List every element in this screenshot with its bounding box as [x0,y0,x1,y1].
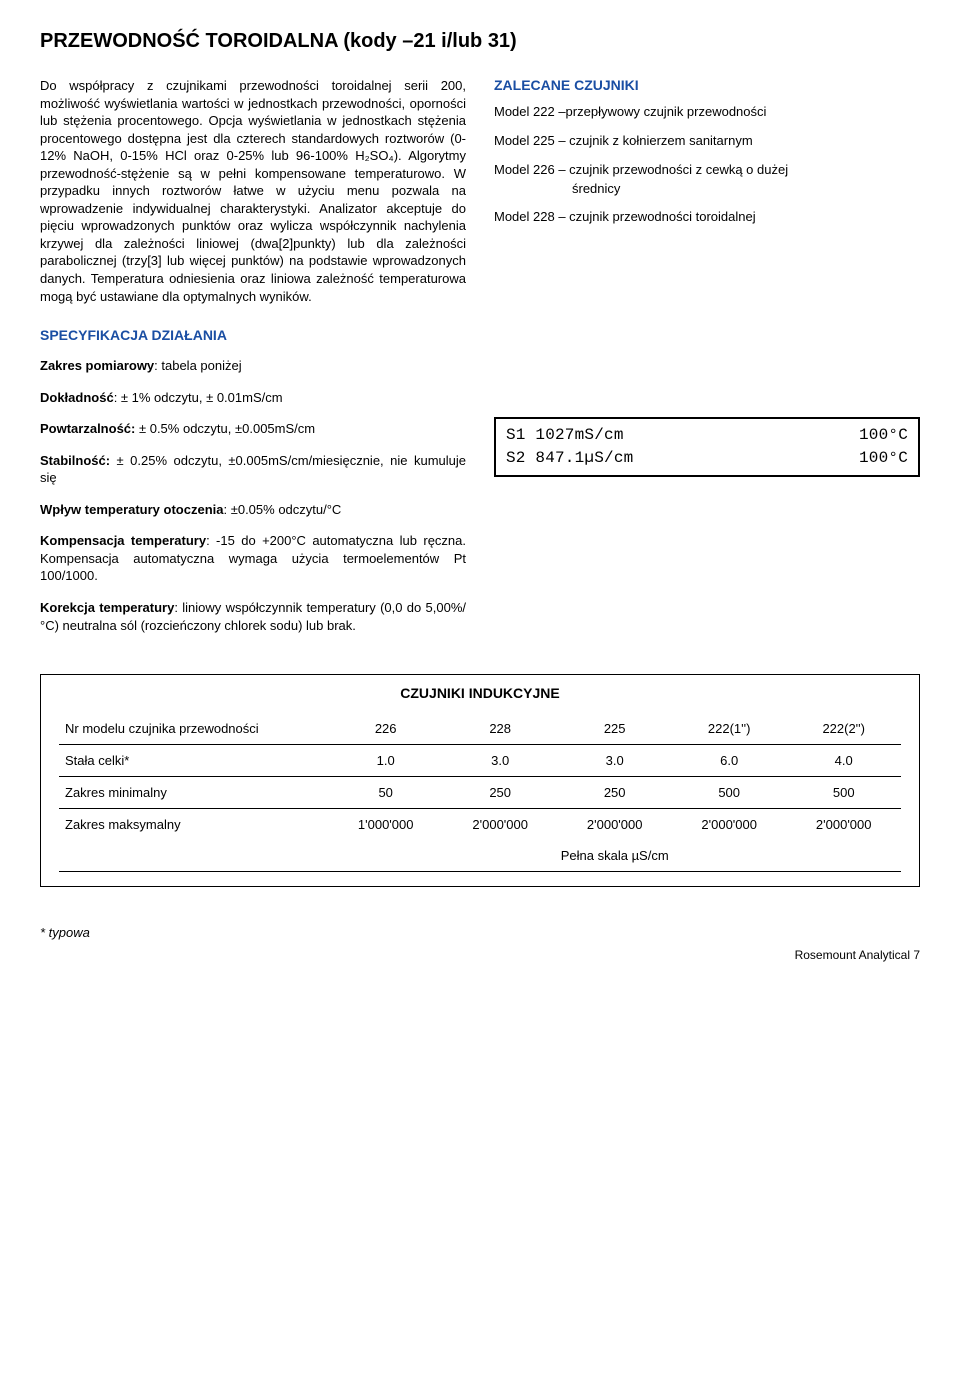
table-row: Nr modelu czujnika przewodności 226 228 … [59,713,901,745]
right-column: ZALECANE CZUJNIKI Model 222 –przepływowy… [494,77,920,648]
spec-comp: Kompensacja temperatury: -15 do +200°C a… [40,532,466,585]
cell: 6.0 [672,745,787,777]
recommended-list: Model 222 –przepływowy czujnik przewodno… [494,103,920,227]
cell: 1'000'000 [328,809,443,841]
spec-ambient-text: : ±0.05% odczytu/°C [223,502,341,517]
footnote: * typowa [40,925,920,940]
spec-range-text: : tabela poniżej [154,358,241,373]
lcd-display: S1 1027mS/cm 100°C S2 847.1µS/cm 100°C [494,417,920,476]
lcd-row: S2 847.1µS/cm 100°C [506,447,908,470]
spec-repeat: Powtarzalność: ± 0.5% odczytu, ±0.005mS/… [40,420,466,438]
row-label: Nr modelu czujnika przewodności [59,713,328,745]
recommended-item: Model 225 – czujnik z kołnierzem sanitar… [494,132,920,151]
spec-heading: SPECYFIKACJA DZIAŁANIA [40,327,466,343]
content-columns: Do współpracy z czujnikami przewodności … [40,77,920,648]
cell: 222(2'') [786,713,901,745]
spec-accuracy-label: Dokładność [40,390,114,405]
spec-correction-label: Korekcja temperatury [40,600,174,615]
lcd-right: 100°C [859,447,908,470]
recommended-heading: ZALECANE CZUJNIKI [494,77,920,93]
recommended-item-cont: średnicy [494,180,920,199]
spec-repeat-text: ± 0.5% odczytu, ±0.005mS/cm [135,421,315,436]
row-label: Zakres minimalny [59,777,328,809]
recommended-item: Model 226 – czujnik przewodności z cewką… [494,161,920,180]
cell: 2'000'000 [786,809,901,841]
spec-ambient-label: Wpływ temperatury otoczenia [40,502,223,517]
spec-accuracy: Dokładność: ± 1% odczytu, ± 0.01mS/cm [40,389,466,407]
spec-ambient: Wpływ temperatury otoczenia: ±0.05% odcz… [40,501,466,519]
spec-range-label: Zakres pomiarowy [40,358,154,373]
cell: 2'000'000 [672,809,787,841]
lcd-left: S2 847.1µS/cm [506,447,633,470]
cell: 250 [557,777,672,809]
cell: 226 [328,713,443,745]
cell: 222(1'') [672,713,787,745]
left-column: Do współpracy z czujnikami przewodności … [40,77,466,648]
table-row: Zakres minimalny 50 250 250 500 500 [59,777,901,809]
row-label: Zakres maksymalny [59,809,328,841]
spec-accuracy-text: : ± 1% odczytu, ± 0.01mS/cm [114,390,283,405]
spec-repeat-label: Powtarzalność: [40,421,135,436]
sensors-table-box: CZUJNIKI INDUKCYJNE Nr modelu czujnika p… [40,674,920,887]
spec-section: SPECYFIKACJA DZIAŁANIA Zakres pomiarowy:… [40,327,466,634]
cell: 250 [443,777,558,809]
recommended-item: Model 222 –przepływowy czujnik przewodno… [494,103,920,122]
lcd-right: 100°C [859,424,908,447]
cell: 50 [328,777,443,809]
page-footer: Rosemount Analytical 7 [40,948,920,962]
cell: 1.0 [328,745,443,777]
spec-stability: Stabilność: ± 0.25% odczytu, ±0.005mS/cm… [40,452,466,487]
cell: 3.0 [557,745,672,777]
spec-range: Zakres pomiarowy: tabela poniżej [40,357,466,375]
scale-label: Pełna skala µS/cm [328,840,901,872]
spec-stability-label: Stabilność: [40,453,110,468]
cell: 500 [786,777,901,809]
cell: 500 [672,777,787,809]
cell: 225 [557,713,672,745]
cell: 228 [443,713,558,745]
intro-paragraph: Do współpracy z czujnikami przewodności … [40,77,466,305]
cell: 4.0 [786,745,901,777]
page-title: PRZEWODNOŚĆ TOROIDALNA (kody –21 i/lub 3… [40,30,920,53]
cell: 3.0 [443,745,558,777]
empty-cell [59,840,328,872]
row-label: Stała celki* [59,745,328,777]
recommended-item: Model 228 – czujnik przewodności toroida… [494,208,920,227]
sensors-table: Nr modelu czujnika przewodności 226 228 … [59,713,901,872]
cell: 2'000'000 [557,809,672,841]
spec-comp-label: Kompensacja temperatury [40,533,206,548]
table-title: CZUJNIKI INDUKCYJNE [59,685,901,701]
lcd-row: S1 1027mS/cm 100°C [506,424,908,447]
cell: 2'000'000 [443,809,558,841]
scale-row: Pełna skala µS/cm [59,840,901,872]
spec-correction: Korekcja temperatury: liniowy współczynn… [40,599,466,634]
spacer [494,237,920,407]
table-row: Zakres maksymalny 1'000'000 2'000'000 2'… [59,809,901,841]
table-row: Stała celki* 1.0 3.0 3.0 6.0 4.0 [59,745,901,777]
lcd-left: S1 1027mS/cm [506,424,624,447]
